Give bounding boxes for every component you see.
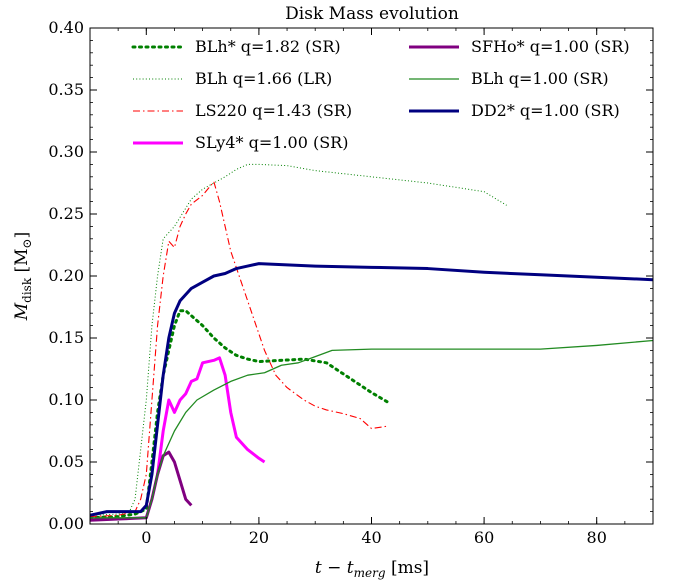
x-axis-label: t − tmerg [ms] xyxy=(315,558,429,580)
y-axis-label: Mdisk [M⊙] xyxy=(12,232,34,322)
legend-item: BLh q=1.00 (SR) xyxy=(409,69,609,88)
legend-item: BLh q=1.66 (LR) xyxy=(133,69,332,88)
chart-title: Disk Mass evolution xyxy=(285,4,459,24)
legend-item: BLh* q=1.82 (SR) xyxy=(131,37,341,56)
series-line-6 xyxy=(90,262,653,517)
y-tick-label: 0.10 xyxy=(48,390,84,409)
y-axis-label-sub: disk xyxy=(20,277,34,303)
series-line-0 xyxy=(90,309,390,520)
y-tick-label: 0.25 xyxy=(48,204,84,223)
x-axis-label-unit: [ms] xyxy=(386,558,430,578)
legend-label: DD2* q=1.00 (SR) xyxy=(471,101,620,120)
series-line-1 xyxy=(90,163,507,516)
y-tick-label: 0.20 xyxy=(48,266,84,285)
legend-label: SFHo* q=1.00 (SR) xyxy=(471,37,630,56)
x-tick-label: 0 xyxy=(141,528,151,547)
y-tick-label: 0.35 xyxy=(48,80,84,99)
x-axis-label-sub: merg xyxy=(354,566,386,580)
y-tick-label: 0.05 xyxy=(48,452,84,471)
y-tick-label: 0.15 xyxy=(48,328,84,347)
legend-item: DD2* q=1.00 (SR) xyxy=(409,101,620,120)
y-axis-label-main: M xyxy=(12,302,32,321)
legend-label: LS220 q=1.43 (SR) xyxy=(195,101,352,120)
legend-item: SFHo* q=1.00 (SR) xyxy=(409,37,630,56)
y-axis-label-unit-close: ] xyxy=(12,232,32,239)
legend-label: BLh* q=1.82 (SR) xyxy=(195,37,341,56)
x-tick-label: 40 xyxy=(361,528,381,547)
ticks-layer: 0 20 40 60 80 0.00 0.05 0.10 0.15 0.20 0.25 0.30 0.3… xyxy=(48,18,654,547)
series-line-3 xyxy=(156,356,266,475)
x-tick-label: 80 xyxy=(587,528,607,547)
x-tick-label: 20 xyxy=(249,528,269,547)
legend-label: BLh q=1.66 (LR) xyxy=(195,69,332,88)
series-line-5 xyxy=(90,339,653,519)
legend-label: BLh q=1.00 (SR) xyxy=(471,69,609,88)
y-axis-label-unit-symbol: ⊙ xyxy=(20,238,34,248)
legend-label: SLy4* q=1.00 (SR) xyxy=(195,133,348,152)
legend: BLh* q=1.82 (SR) SFHo* q=1.00 (SR) BLh q=1… xyxy=(131,37,630,152)
x-tick-label: 60 xyxy=(474,528,494,547)
y-tick-label: 0.40 xyxy=(48,18,84,37)
series-layer xyxy=(90,163,653,522)
legend-item: SLy4* q=1.00 (SR) xyxy=(133,133,348,152)
series-line-2 xyxy=(90,181,389,518)
y-tick-label: 0.00 xyxy=(48,514,84,533)
x-axis-label-main: t − t xyxy=(315,558,354,578)
legend-item: LS220 q=1.43 (SR) xyxy=(133,101,352,120)
y-axis-label-unit-open: [M xyxy=(12,248,32,277)
y-tick-label: 0.30 xyxy=(48,142,84,161)
